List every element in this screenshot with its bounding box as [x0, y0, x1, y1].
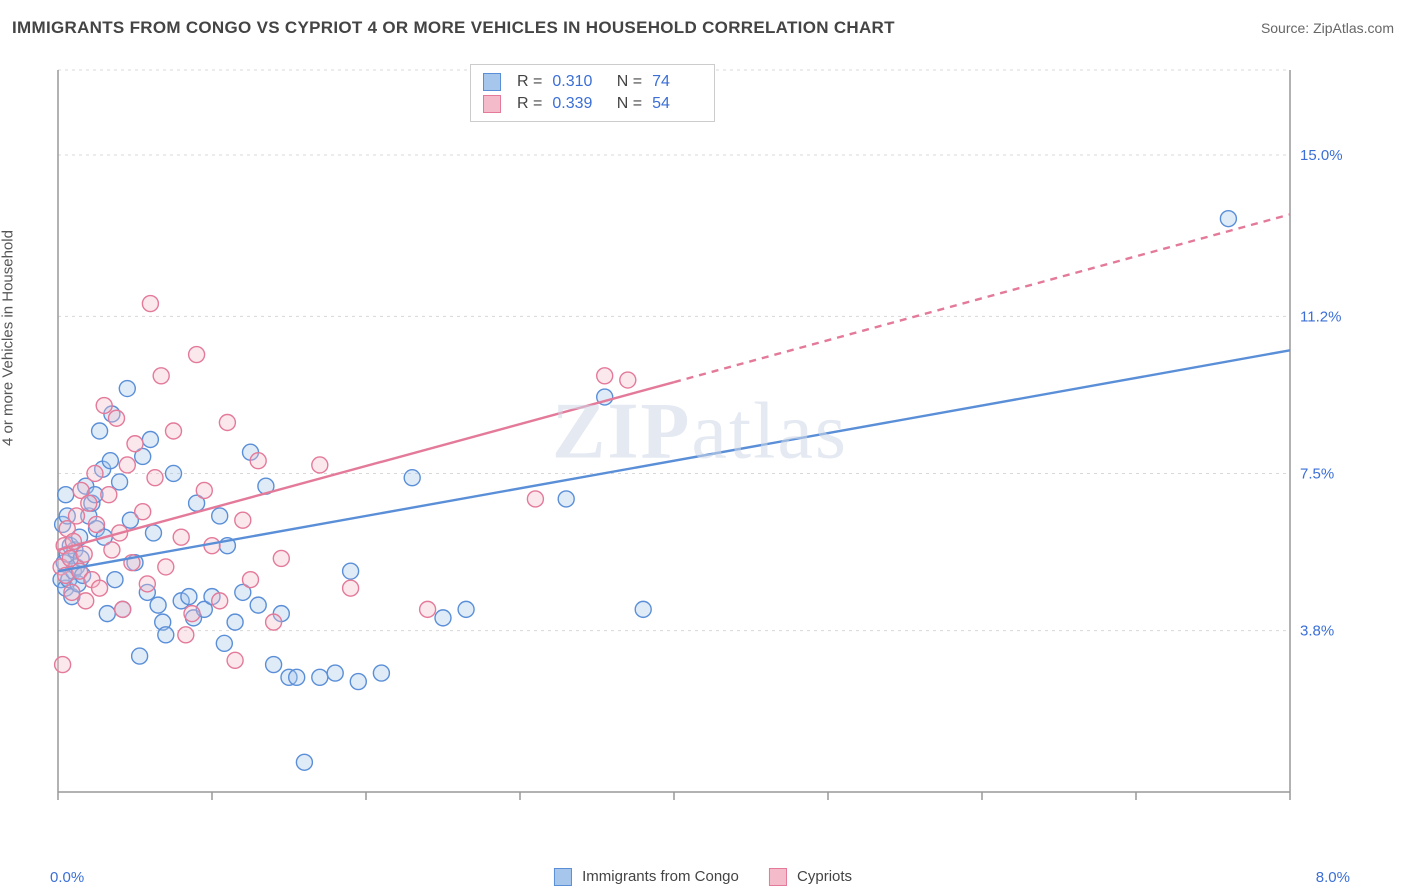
series-legend: Immigrants from Congo Cypriots — [554, 868, 852, 886]
chart-plot-area: 3.8%7.5%11.2%15.0% ZIPatlas — [50, 62, 1350, 832]
y-axis-label: 4 or more Vehicles in Household — [0, 230, 17, 446]
chart-title: IMMIGRANTS FROM CONGO VS CYPRIOT 4 OR MO… — [12, 18, 895, 38]
stats-row-congo: R = 0.310 N = 74 — [483, 71, 702, 93]
x-min-label: 0.0% — [50, 869, 84, 886]
svg-text:11.2%: 11.2% — [1300, 308, 1341, 325]
legend-item-congo: Immigrants from Congo — [554, 868, 739, 886]
svg-text:7.5%: 7.5% — [1300, 465, 1334, 482]
correlation-stats-legend: R = 0.310 N = 74 R = 0.339 N = 54 — [470, 64, 715, 122]
scatter-plot-svg: 3.8% 7.5% 11.2% 15.0% — [50, 62, 1350, 832]
swatch-congo-icon — [554, 868, 572, 886]
legend-item-cypriots: Cypriots — [769, 868, 852, 886]
swatch-congo — [483, 73, 501, 91]
source-attribution: Source: ZipAtlas.com — [1261, 20, 1394, 36]
stats-row-cypriots: R = 0.339 N = 54 — [483, 93, 702, 115]
swatch-cypriots — [483, 95, 501, 113]
swatch-cypriots-icon — [769, 868, 787, 886]
x-max-label: 8.0% — [1316, 869, 1350, 886]
svg-text:3.8%: 3.8% — [1300, 623, 1334, 640]
chart-header: IMMIGRANTS FROM CONGO VS CYPRIOT 4 OR MO… — [12, 18, 1394, 38]
svg-text:15.0%: 15.0% — [1300, 147, 1343, 164]
